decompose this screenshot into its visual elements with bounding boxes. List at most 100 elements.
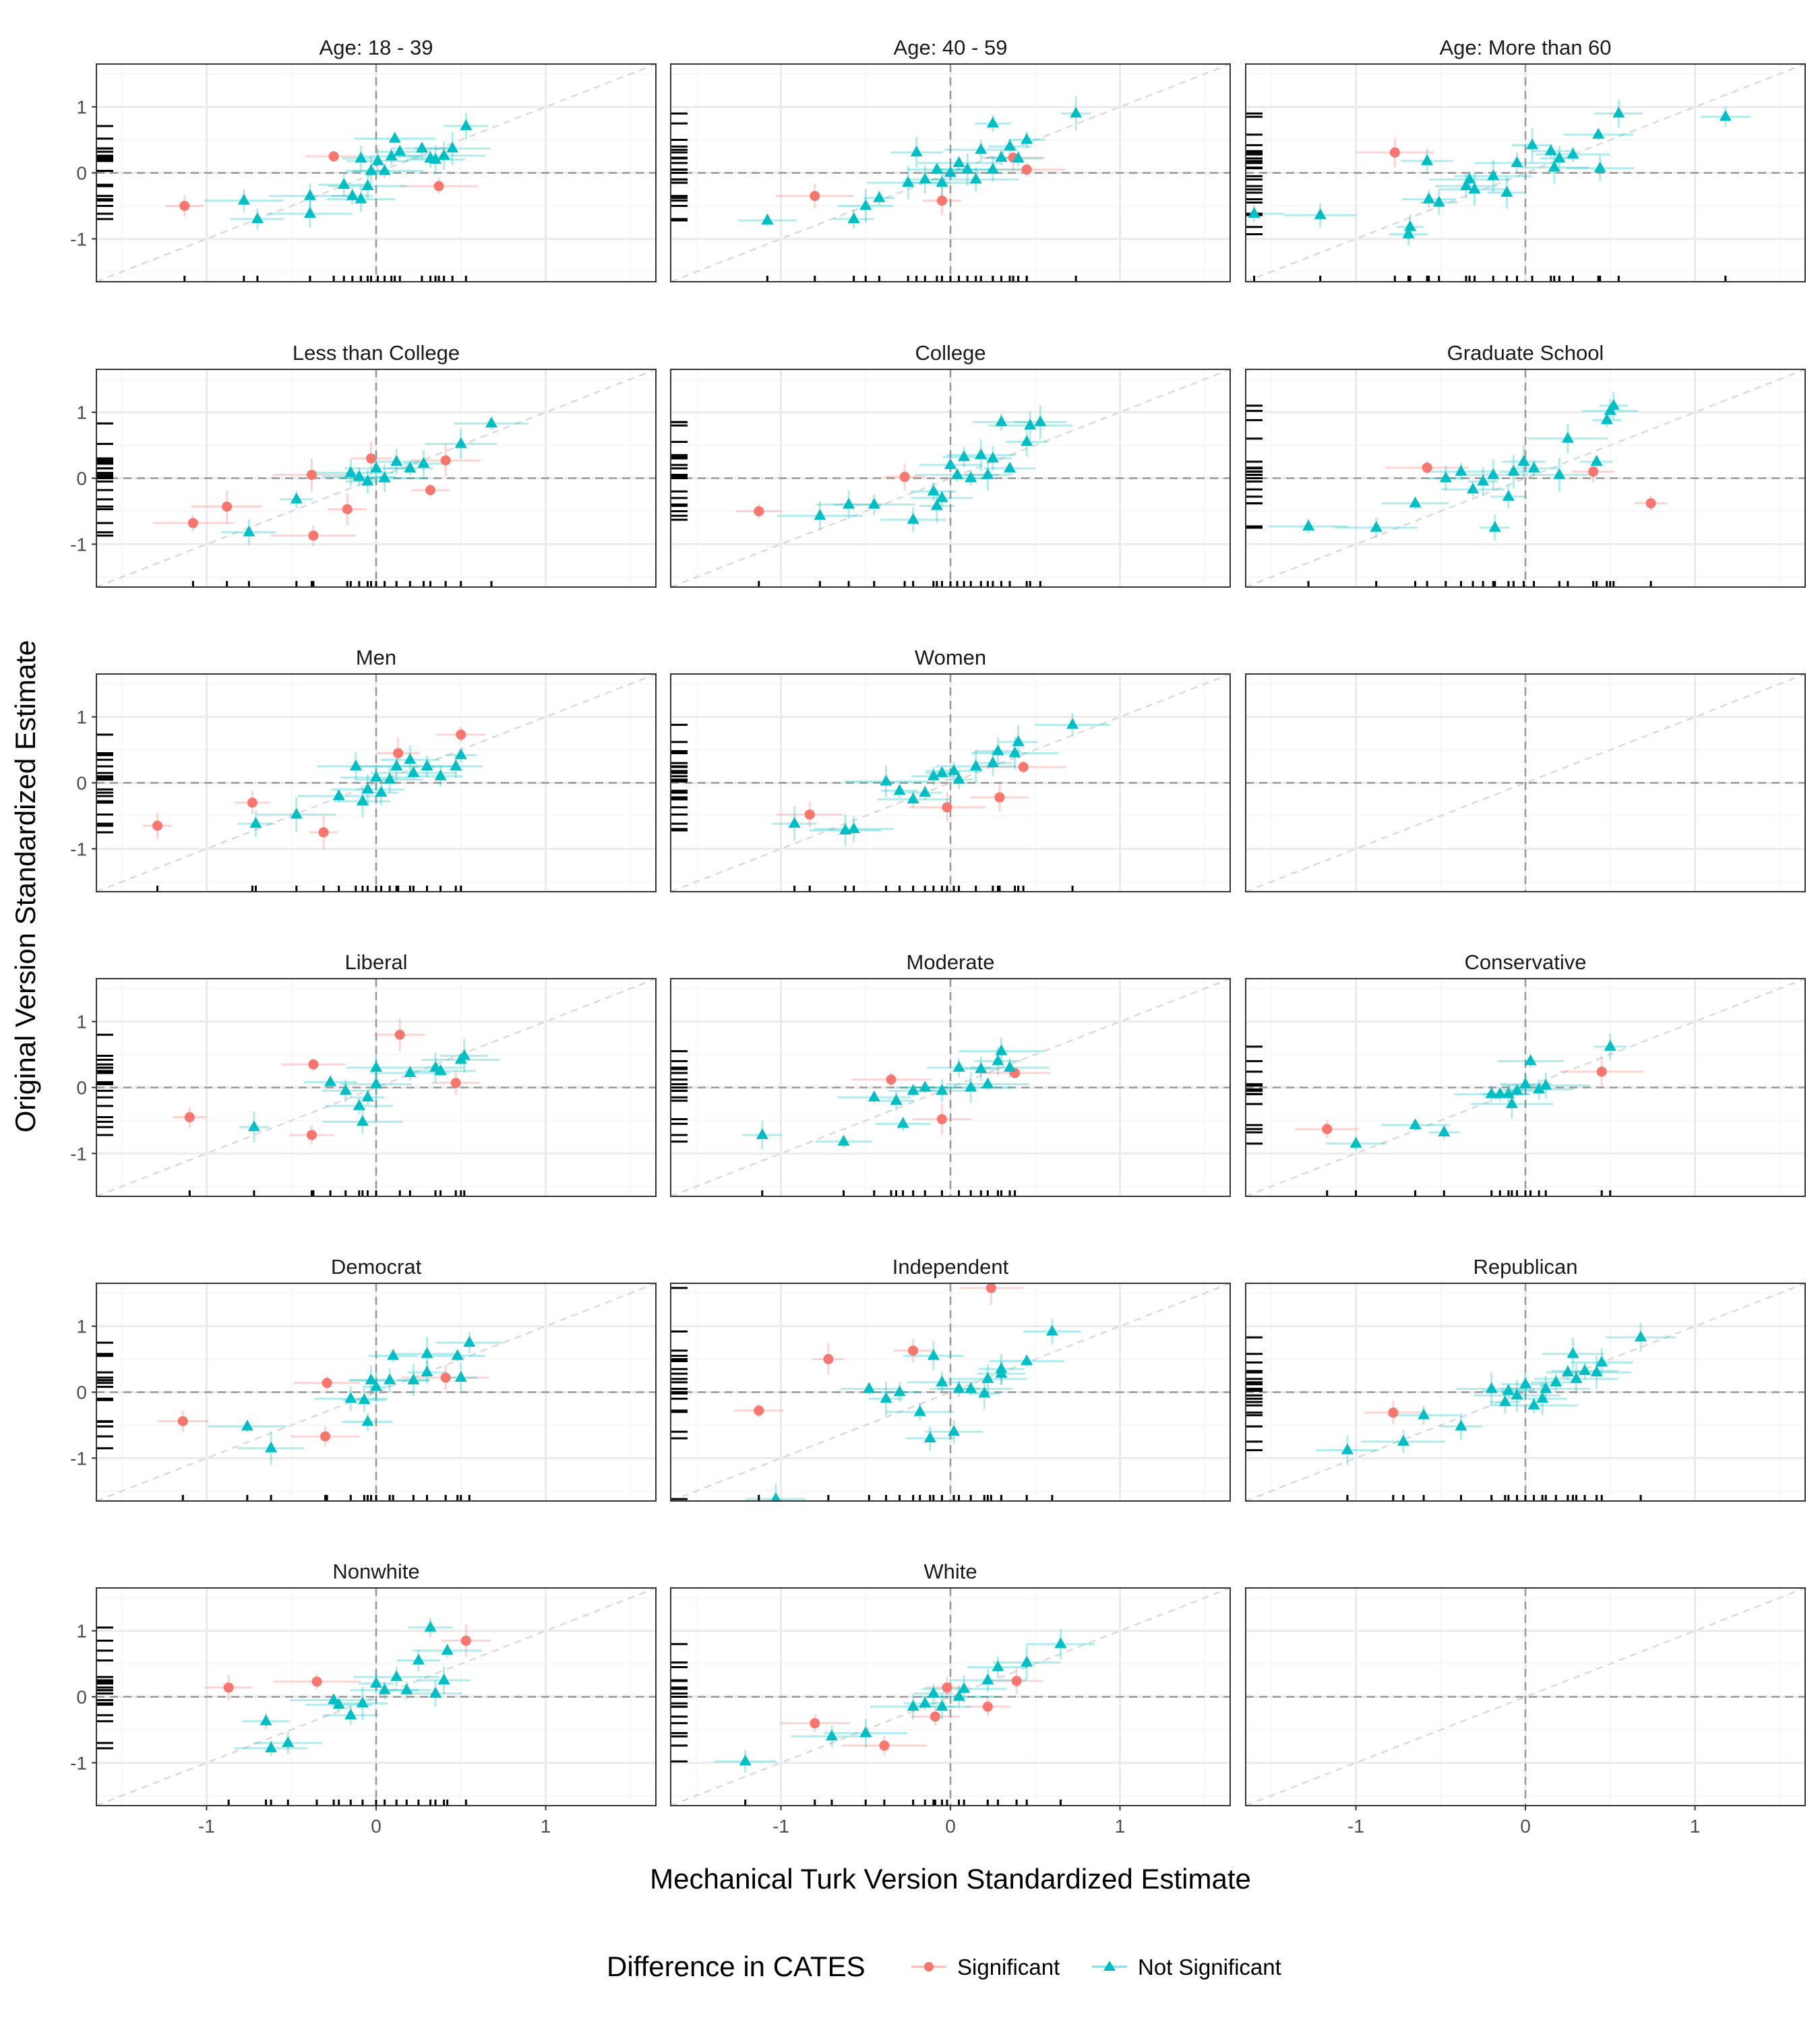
not-significant-point [965, 471, 977, 483]
not-significant-point [417, 456, 430, 468]
not-significant-point [332, 1698, 345, 1709]
facet-panel [1245, 673, 1806, 892]
facet-strip-title: Less than College [293, 341, 460, 365]
not-significant-point [450, 760, 462, 771]
y-tick-label: 0 [76, 1078, 87, 1099]
significant-point [985, 1283, 996, 1293]
diagonal-reference-line [671, 1283, 1230, 1501]
x-tick-label: 0 [371, 1816, 382, 1837]
not-significant-point [907, 1084, 919, 1095]
not-significant-point [370, 461, 382, 472]
legend-significant-key [924, 1962, 934, 1971]
y-tick-label: 1 [76, 402, 87, 423]
not-significant-point [370, 770, 382, 782]
not-significant-point [761, 213, 774, 224]
not-significant-point [1477, 474, 1490, 486]
not-significant-point [1409, 1118, 1422, 1130]
not-significant-point [847, 212, 860, 224]
not-significant-point [385, 150, 398, 161]
not-significant-point [1567, 1347, 1579, 1358]
legend-not-significant-key [1103, 1961, 1116, 1971]
not-significant-point [324, 1075, 337, 1086]
facet-strip-title: Nonwhite [332, 1560, 419, 1583]
not-significant-point [1600, 413, 1613, 425]
not-significant-point [328, 1693, 340, 1705]
significant-point [908, 1345, 919, 1356]
diagonal-reference-line [96, 979, 656, 1196]
facet-panel: College [670, 341, 1231, 588]
not-significant-point [344, 1708, 357, 1719]
y-tick-label: 0 [76, 468, 87, 489]
significant-point [1018, 762, 1029, 772]
not-significant-point [407, 766, 420, 777]
not-significant-point [378, 1683, 391, 1694]
not-significant-point [1502, 1087, 1515, 1099]
not-significant-point [260, 1714, 272, 1725]
significant-point [1422, 462, 1432, 473]
not-significant-point [356, 1115, 369, 1126]
not-significant-point [1487, 169, 1500, 181]
not-significant-point [1021, 1354, 1033, 1366]
not-significant-point [265, 1741, 278, 1752]
significant-point [1388, 1407, 1399, 1418]
not-significant-point [1500, 185, 1513, 197]
significant-point [930, 1711, 940, 1722]
not-significant-point [371, 154, 384, 165]
panel-data [1246, 64, 1805, 282]
not-significant-point [249, 817, 262, 828]
not-significant-point [907, 513, 919, 524]
not-significant-point [1594, 161, 1606, 173]
not-significant-point [927, 1349, 940, 1360]
not-significant-point [282, 1736, 295, 1748]
significant-point [311, 1676, 322, 1687]
facet-panel: Age: More than 60 [1245, 36, 1806, 282]
not-significant-point [1422, 192, 1435, 204]
not-significant-point [1567, 148, 1579, 159]
not-significant-point [404, 461, 417, 472]
not-significant-point [437, 149, 450, 160]
significant-point [1021, 164, 1032, 175]
panel-border [1245, 63, 1806, 282]
not-significant-point [1517, 455, 1530, 466]
not-significant-point [375, 786, 388, 797]
not-significant-point [1596, 1355, 1608, 1367]
not-significant-point [384, 772, 396, 784]
not-significant-point [1463, 173, 1476, 184]
not-significant-point [1527, 1399, 1540, 1410]
not-significant-point [1553, 468, 1566, 479]
panel-border [670, 63, 1231, 282]
not-significant-point [361, 179, 374, 191]
panel-data [1246, 1588, 1805, 1806]
not-significant-point [1403, 220, 1416, 231]
significant-point [433, 181, 444, 191]
not-significant-point [897, 1117, 909, 1128]
not-significant-point [1505, 1097, 1518, 1108]
not-significant-point [1314, 208, 1327, 220]
panel-border [1245, 369, 1806, 588]
not-significant-point [390, 760, 403, 771]
panel-border [1245, 1283, 1806, 1502]
y-tick-label: -1 [70, 534, 87, 555]
panel-data [96, 674, 656, 892]
y-tick-label: 1 [76, 1621, 87, 1642]
not-significant-point [1511, 156, 1523, 167]
legend-title: Difference in CATES [607, 1951, 866, 1982]
not-significant-point [944, 458, 957, 469]
not-significant-point [1540, 1382, 1552, 1393]
significant-point [886, 1074, 897, 1085]
diagonal-reference-line [671, 674, 1230, 892]
not-significant-point [1468, 182, 1481, 193]
panel-data [671, 674, 1230, 892]
not-significant-point [995, 1367, 1008, 1378]
not-significant-point [814, 509, 826, 520]
not-significant-point [907, 1700, 919, 1711]
y-tick-label: 0 [76, 1687, 87, 1708]
not-significant-point [978, 1386, 991, 1398]
x-tick-label: -1 [198, 1816, 215, 1837]
not-significant-point [839, 823, 852, 834]
significant-point [394, 1029, 405, 1040]
not-significant-point [1004, 140, 1017, 151]
facet-panel: Graduate School [1245, 341, 1806, 588]
not-significant-point [1590, 455, 1603, 466]
not-significant-point [1502, 1384, 1515, 1395]
